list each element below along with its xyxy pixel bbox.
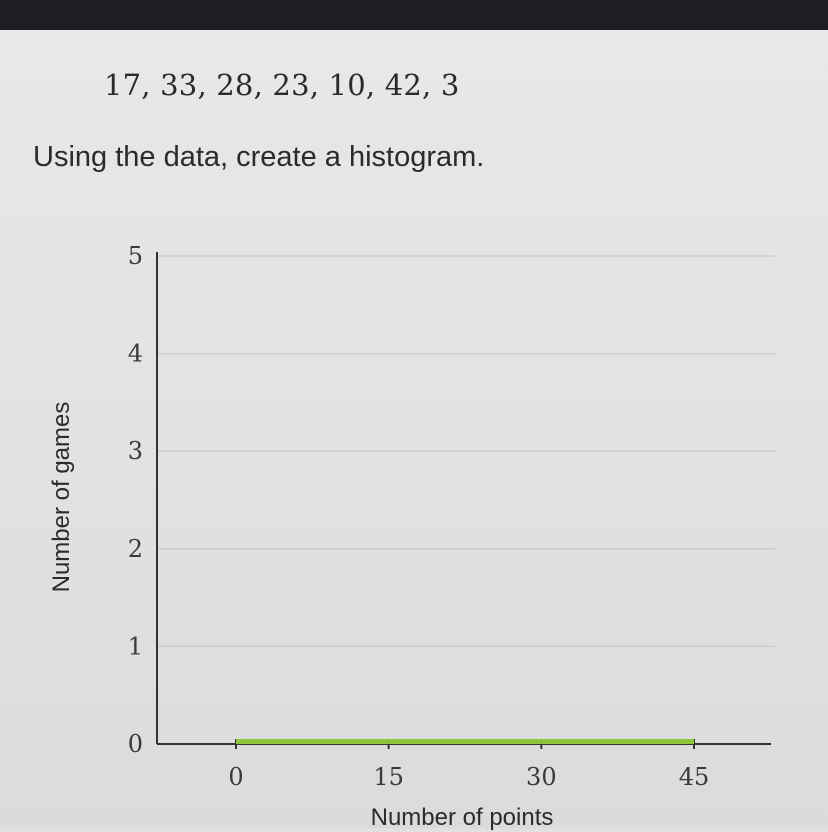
histogram-bars: [236, 739, 694, 744]
data-set-values: 17, 33, 28, 23, 10, 42, 3: [104, 68, 460, 102]
question-instruction: Using the data, create a histogram.: [33, 141, 485, 173]
y-tick-label-4: 4: [128, 340, 143, 368]
question-page: [0, 30, 828, 828]
x-tick-label-0: 0: [228, 763, 243, 791]
y-tick-label-1: 1: [128, 632, 143, 660]
y-tick-label-3: 3: [128, 437, 143, 465]
y-tick-label-0: 0: [128, 730, 143, 758]
histogram-bar-15-30[interactable]: [388, 739, 542, 744]
x-axis-label: Number of points: [370, 804, 554, 831]
histogram-bar-0-15[interactable]: [236, 739, 389, 744]
grid-lines: [157, 255, 775, 648]
x-tick-label-45: 45: [679, 763, 710, 791]
y-tick-label-2: 2: [128, 535, 143, 563]
histogram-bar-30-45[interactable]: [541, 739, 694, 744]
top-bar: [0, 0, 828, 30]
y-tick-label-5: 5: [128, 242, 143, 270]
axes: [156, 252, 771, 749]
y-axis-label: Number of games: [48, 401, 75, 593]
x-tick-label-15: 15: [373, 763, 404, 791]
x-tick-label-30: 30: [526, 763, 557, 791]
